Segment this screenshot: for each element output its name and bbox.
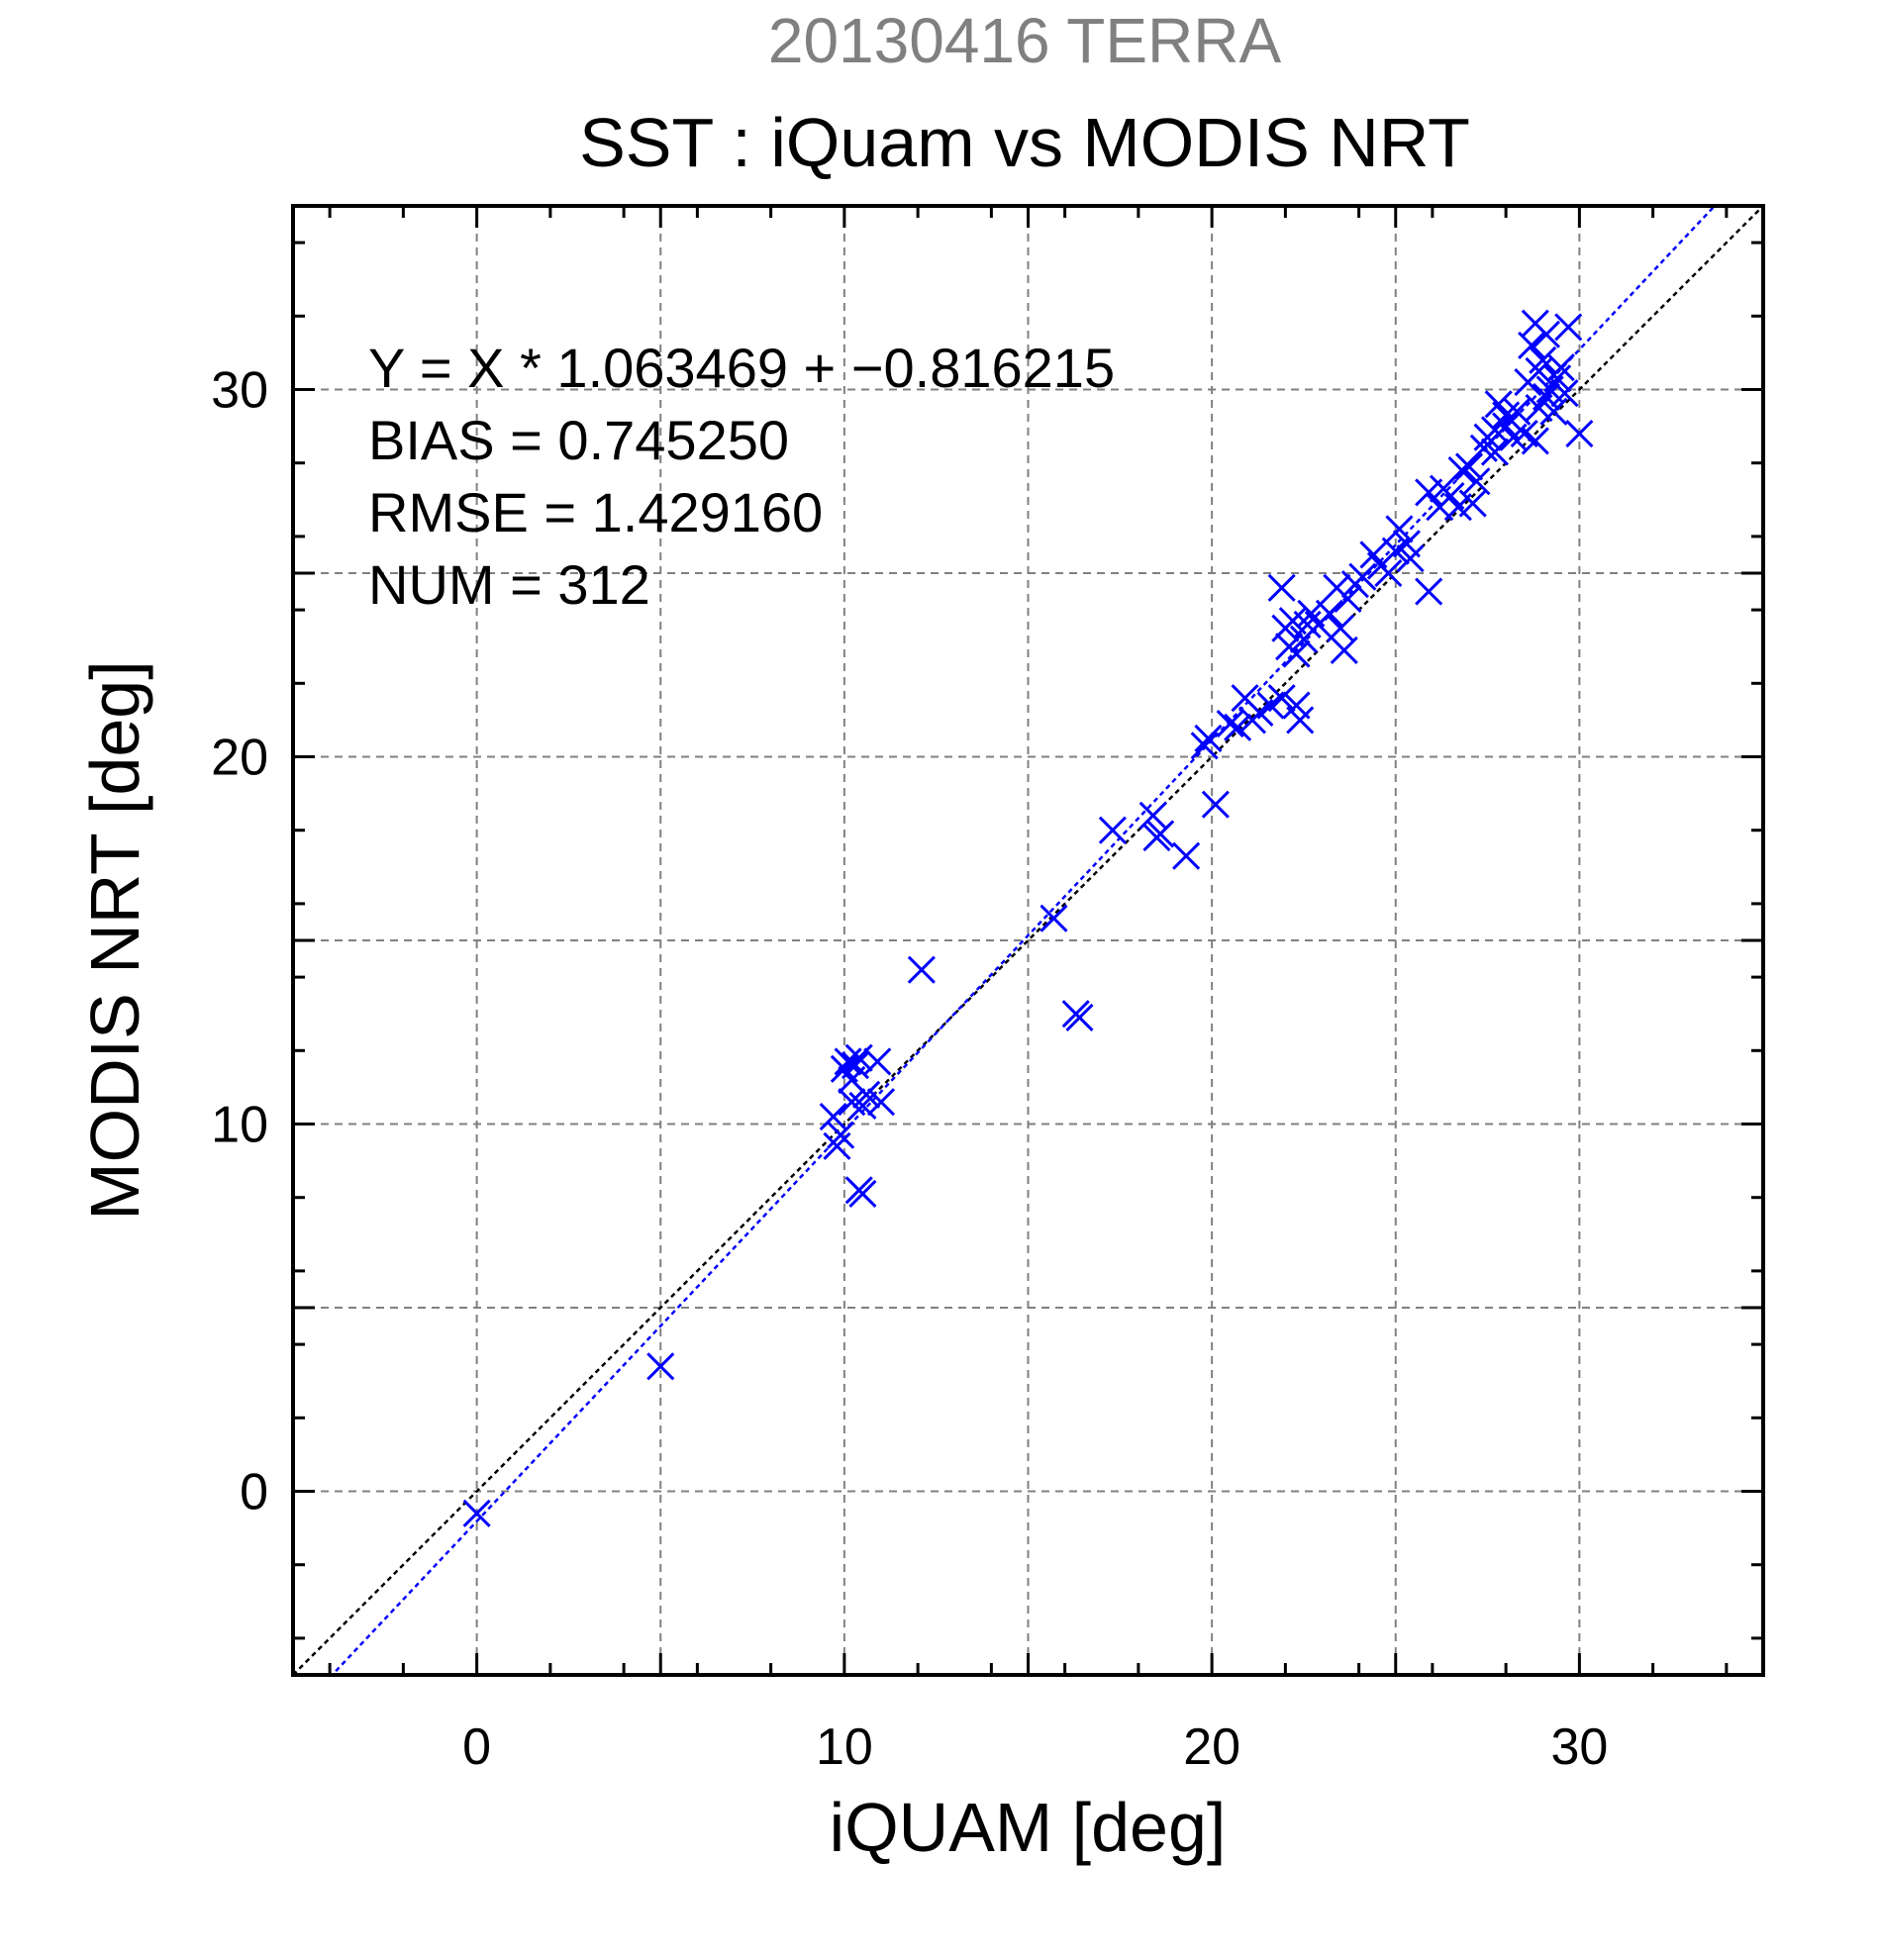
- data-point: [1315, 599, 1343, 628]
- data-point: [1458, 489, 1487, 518]
- data-point: [844, 1043, 873, 1072]
- data-point: [1532, 382, 1561, 411]
- data-point: [848, 1179, 877, 1209]
- fit-line: [330, 206, 1717, 1675]
- data-point: [1267, 573, 1296, 602]
- data-point: [646, 1352, 675, 1381]
- data-point: [1286, 706, 1315, 735]
- y-tick-label: 30: [211, 362, 268, 420]
- stat-line: Y = X * 1.063469 + −0.816215: [368, 337, 1115, 399]
- data-point: [1194, 724, 1223, 753]
- data-point: [834, 1047, 862, 1076]
- stat-line: NUM = 312: [368, 553, 650, 616]
- x-tick-label: 10: [816, 1718, 873, 1776]
- grid-lines: [293, 206, 1763, 1675]
- y-tick-label: 10: [211, 1097, 268, 1154]
- data-point: [866, 1088, 896, 1117]
- data-point: [1293, 610, 1322, 639]
- data-point: [1334, 584, 1362, 614]
- x-axis-label: iQUAM [deg]: [830, 1789, 1227, 1866]
- axis-ticks: [291, 204, 1765, 1677]
- data-point: [1554, 313, 1583, 342]
- data-point: [1065, 1003, 1094, 1031]
- data-point: [1040, 904, 1068, 932]
- data-point: [1447, 456, 1476, 485]
- x-tick-label: 30: [1550, 1718, 1608, 1776]
- data-point: [1521, 427, 1549, 455]
- data-point: [1543, 364, 1572, 393]
- data-points: [462, 309, 1594, 1527]
- y-tick-label: 20: [211, 730, 268, 787]
- data-point: [1415, 577, 1443, 606]
- data-point: [1330, 636, 1358, 664]
- data-point: [462, 1499, 491, 1527]
- data-point: [852, 1080, 881, 1109]
- data-point: [1385, 515, 1414, 543]
- data-point: [1267, 684, 1296, 713]
- data-point: [848, 1091, 877, 1121]
- data-point: [1224, 713, 1252, 741]
- data-point: [1396, 544, 1425, 573]
- chart-subtitle: 20130416 TERRA: [768, 5, 1282, 76]
- data-point: [1529, 345, 1557, 374]
- x-tick-label: 0: [462, 1718, 491, 1776]
- data-point: [863, 1047, 892, 1076]
- data-point: [1532, 320, 1561, 348]
- data-point: [827, 1121, 855, 1149]
- data-point: [1201, 790, 1230, 819]
- chart-title: SST : iQuam vs MODIS NRT: [579, 104, 1470, 181]
- data-point: [1348, 562, 1377, 591]
- reference-line: [293, 206, 1763, 1675]
- regression-lines: [293, 206, 1763, 1675]
- data-point: [1480, 416, 1510, 444]
- data-point: [823, 1131, 851, 1160]
- data-point: [819, 1103, 847, 1131]
- data-point: [1190, 732, 1219, 760]
- tick-labels: 0 10 20 30 0 10 20 30: [211, 362, 1608, 1777]
- data-point: [1550, 379, 1579, 408]
- data-point: [1172, 841, 1201, 870]
- data-point: [1565, 419, 1594, 448]
- data-point: [1282, 639, 1311, 668]
- data-point: [1454, 452, 1484, 481]
- stat-line: BIAS = 0.745250: [368, 409, 789, 471]
- data-point: [838, 1088, 866, 1117]
- data-point: [1539, 397, 1568, 426]
- y-tick-label: 0: [240, 1464, 268, 1521]
- stat-line: RMSE = 1.429160: [368, 481, 823, 543]
- stats-annotation: Y = X * 1.063469 + −0.816215 BIAS = 0.745…: [368, 337, 1115, 616]
- y-axis-label: MODIS NRT [deg]: [76, 660, 153, 1220]
- data-point: [907, 955, 936, 984]
- data-point: [1480, 438, 1510, 466]
- data-point: [1546, 353, 1575, 382]
- data-point: [1469, 434, 1498, 462]
- data-point: [1146, 820, 1175, 848]
- x-tick-label: 20: [1183, 1718, 1240, 1776]
- data-point: [1374, 558, 1403, 588]
- data-point: [1098, 816, 1127, 844]
